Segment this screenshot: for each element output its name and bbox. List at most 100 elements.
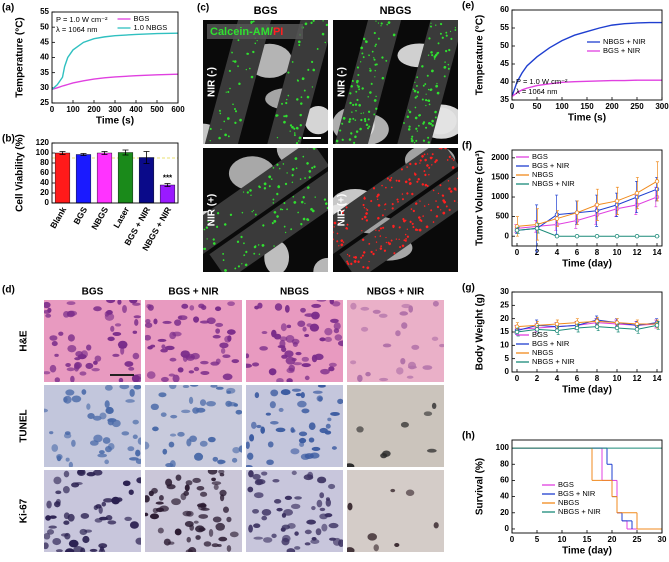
stain-dot [437, 192, 440, 195]
nucleus [317, 385, 326, 388]
nucleus [158, 392, 167, 398]
nucleus [101, 501, 107, 507]
nucleus [263, 537, 273, 543]
nucleus [373, 544, 379, 552]
y-tick-label: 40 [40, 178, 49, 187]
nucleus [379, 377, 389, 382]
nucleus [347, 547, 355, 552]
stain-dot [370, 200, 373, 203]
stain-dot [336, 240, 339, 243]
nucleus [152, 426, 159, 432]
nucleus [190, 385, 199, 387]
nucleus [133, 385, 141, 390]
stain-dot [414, 228, 418, 231]
nucleus [325, 497, 330, 501]
micrograph [145, 300, 242, 382]
stain-dot [408, 125, 411, 128]
nucleus [98, 516, 108, 521]
pore [304, 105, 328, 135]
nucleus [350, 360, 357, 365]
stain-dot [245, 68, 247, 71]
stain-red: PI [273, 26, 283, 38]
nucleus [184, 484, 190, 492]
stain-dot [428, 122, 431, 125]
nucleus [63, 432, 72, 439]
stain-dot [413, 89, 417, 93]
nucleus [71, 439, 76, 447]
stain-dot [360, 46, 364, 50]
nucleus [145, 318, 151, 324]
stain-dot [243, 242, 245, 245]
stain-dot [422, 139, 426, 142]
stain-dot [411, 222, 414, 225]
stain-dot [284, 182, 288, 186]
stain-dot [451, 157, 453, 160]
nucleus [308, 437, 315, 443]
nucleus [246, 353, 250, 359]
stain-dot [374, 45, 377, 47]
stain-dot [398, 226, 401, 229]
nucleus [77, 470, 86, 477]
stain-dot [365, 123, 369, 126]
nucleus [329, 537, 337, 541]
nucleus [182, 385, 190, 389]
nucleus [174, 528, 182, 536]
nucleus [278, 407, 284, 412]
y-tick-label: 120 [36, 138, 50, 147]
stain-dot [225, 91, 227, 93]
stain-dot [246, 52, 249, 55]
stain-dot [398, 238, 400, 241]
nucleus [347, 463, 355, 467]
stain-dot [362, 266, 365, 269]
nucleus [396, 367, 404, 375]
stain-dot [237, 265, 240, 268]
stain-dot [308, 176, 311, 179]
y-axis-label: Body Weight (g) [475, 294, 486, 370]
nucleus [44, 371, 51, 375]
y-axis-label: Temperature (°C) [475, 15, 486, 96]
nucleus [331, 301, 341, 307]
nucleus [163, 538, 171, 546]
stain-dot [392, 33, 396, 37]
stain-dot [312, 148, 316, 150]
marker [614, 202, 620, 208]
stain-dot [358, 103, 361, 107]
nucleus [104, 385, 113, 391]
series-line [51, 32, 179, 90]
marker [574, 234, 580, 239]
stain-dot [346, 223, 349, 226]
stain-dot [272, 167, 275, 169]
stain-dot [390, 239, 393, 242]
stain-dot [212, 238, 215, 241]
column-header: BGS + NIR [168, 287, 219, 298]
stain-dot [406, 228, 409, 230]
nucleus [193, 520, 199, 524]
x-tick-label: 100 [66, 105, 80, 114]
nucleus [82, 535, 90, 544]
nucleus [229, 531, 239, 538]
stain-dot [449, 30, 452, 33]
nucleus [295, 392, 302, 397]
legend-label: NBGS + NIR [532, 357, 575, 366]
stain-dot [378, 229, 380, 232]
stain-dot [291, 174, 294, 177]
stain-dot [437, 42, 440, 45]
nucleus [200, 360, 209, 365]
stain-dot [333, 231, 334, 234]
nucleus [248, 470, 254, 478]
x-tick-label: 0 [515, 248, 520, 257]
stain-dot [418, 228, 422, 232]
nucleus [215, 322, 224, 327]
stain-dot [457, 177, 458, 180]
stain-dot [361, 52, 364, 55]
stain-dot [300, 222, 303, 226]
nucleus [325, 498, 332, 507]
marker [634, 321, 640, 327]
nucleus [217, 543, 222, 547]
stain-dot [447, 67, 450, 70]
x-tick-label: 10 [613, 248, 622, 257]
nucleus [261, 471, 268, 476]
nucleus [273, 499, 282, 504]
nucleus [411, 344, 420, 350]
stain-dot [358, 88, 361, 91]
